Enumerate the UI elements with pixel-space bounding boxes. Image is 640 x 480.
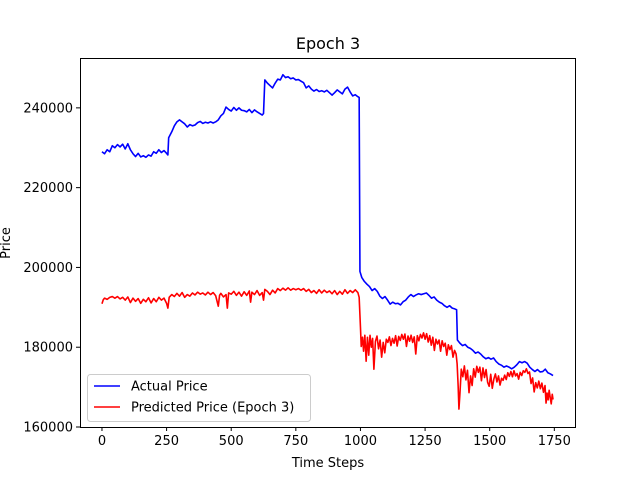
series-line-1 — [101, 286, 554, 410]
y-axis-ticks: 160000 180000 200000 220000 240000 — [23, 101, 80, 436]
x-tick-label: 250 — [154, 434, 179, 449]
legend-label-predicted-price: Predicted Price (Epoch 3) — [131, 401, 294, 416]
x-tick-label: 500 — [219, 434, 244, 449]
y-tick-label: 200000 — [23, 261, 73, 276]
axes-frame — [80, 58, 576, 428]
x-axis-label: Time Steps — [291, 456, 365, 471]
x-tick-label: 750 — [283, 434, 308, 449]
y-tick-label: 240000 — [23, 101, 73, 116]
x-tick-label: 1500 — [473, 434, 506, 449]
x-axis-ticks: 0 250 500 750 1000 1250 1500 1750 — [98, 427, 571, 449]
x-tick-label: 1250 — [409, 434, 442, 449]
legend: Actual Price Predicted Price (Epoch 3) — [87, 374, 311, 422]
chart-title: Epoch 3 — [296, 34, 360, 53]
legend-label-actual-price: Actual Price — [131, 380, 208, 395]
y-tick-label: 220000 — [23, 181, 73, 196]
x-tick-label: 1750 — [538, 434, 571, 449]
series-line-0 — [101, 73, 554, 377]
series-layer — [101, 73, 554, 410]
plot-area — [80, 58, 576, 428]
y-axis-label: Price — [0, 227, 14, 259]
x-tick-label: 1000 — [344, 434, 377, 449]
y-tick-label: 180000 — [23, 341, 73, 356]
x-tick-label: 0 — [98, 434, 106, 449]
legend-box — [87, 374, 311, 422]
y-tick-label: 160000 — [23, 421, 73, 436]
